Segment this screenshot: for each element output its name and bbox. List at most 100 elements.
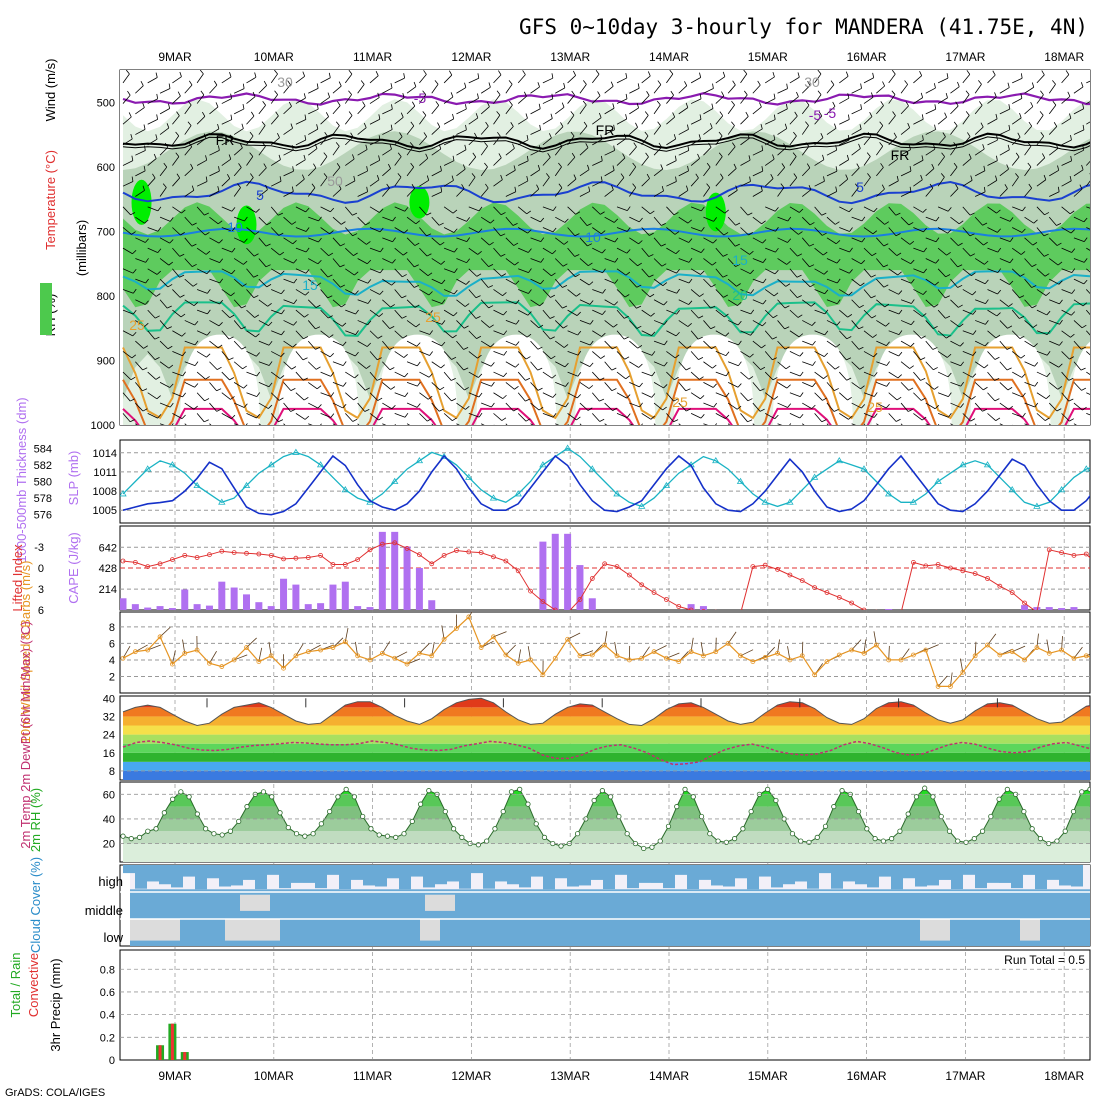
wind-barb-flag	[662, 282, 668, 286]
wind-barb-flag	[953, 121, 958, 127]
wind-barb-staff	[1012, 77, 1023, 84]
wind-barb-flag	[194, 340, 199, 346]
lifted-index-marker	[157, 561, 163, 567]
wind-barb-flag	[957, 284, 963, 288]
wind-barb-flag	[772, 377, 778, 381]
wind-barb-flag	[933, 304, 939, 308]
wind-barb-staff	[357, 382, 366, 391]
wind-barb-staff	[233, 320, 242, 330]
wind-barb-staff	[517, 96, 527, 104]
rh2m-marker	[855, 808, 862, 815]
wind-barb-flag	[757, 80, 761, 86]
wind-barb-staff	[221, 227, 233, 232]
wind-barb-flag	[538, 324, 544, 329]
wind-barb-staff	[604, 85, 614, 94]
wind-barb-flag	[401, 315, 407, 319]
wind-barb-staff	[1061, 351, 1070, 360]
wind-barb-flag	[239, 143, 243, 149]
wind-barb-staff	[530, 423, 534, 425]
wind-barb-flag	[477, 93, 479, 99]
wind-barb-flag	[242, 283, 247, 287]
wind-barb-staff	[703, 402, 714, 408]
wind-barb-flag	[674, 155, 677, 161]
cloud-high-bar	[423, 865, 435, 888]
wind-barb-staff	[122, 289, 134, 294]
wind-barb-flag	[1039, 111, 1044, 116]
wind-barb-flag	[626, 413, 631, 418]
wind-barb-flag	[582, 100, 587, 106]
thickness-marker	[390, 477, 399, 484]
wind-barb-staff	[394, 392, 406, 398]
wind-barb-staff	[727, 237, 736, 247]
rh2m-marker	[492, 826, 498, 832]
wind-barb-flag	[805, 121, 809, 126]
wind-barb-staff	[542, 392, 553, 398]
rh2m-marker	[186, 794, 192, 800]
wind-barb-flag	[923, 247, 927, 253]
wind-barb-staff	[752, 320, 763, 327]
wind-barb-staff	[876, 423, 879, 425]
wind-barb-staff	[308, 108, 319, 115]
wind-barb-flag	[712, 83, 714, 89]
wind-barb-flag	[1019, 335, 1025, 339]
wind-barb-staff	[604, 278, 615, 284]
wind-barb-staff	[752, 382, 761, 392]
wind-barb-flag	[1008, 104, 1011, 110]
wind-barb-flag	[452, 113, 455, 119]
wind-barb-staff	[308, 88, 319, 94]
lifted-index-marker	[231, 550, 237, 555]
wind-barb-flag	[872, 72, 875, 78]
wind-barb-staff	[1011, 351, 1022, 359]
wind-barb-staff	[937, 268, 946, 278]
wind-barb-staff	[765, 413, 776, 420]
wind-barb-staff	[345, 247, 354, 256]
wind-barb-flag	[355, 330, 359, 335]
wind10m-marker	[194, 647, 200, 653]
rh2m-marker	[219, 832, 225, 838]
wind-barb-flag	[785, 365, 791, 370]
wind-barb-staff	[233, 108, 245, 115]
wind-barb-staff	[542, 177, 550, 187]
wind-barb-staff	[653, 340, 665, 346]
wind-barb-flag	[540, 279, 545, 285]
wind-barb-flag	[600, 176, 603, 182]
wind-barb-staff	[196, 159, 207, 166]
wind-barb-flag	[695, 173, 699, 179]
wind-barb-staff	[443, 74, 453, 84]
wind-barb-flag	[477, 73, 480, 79]
wind10m-marker	[886, 657, 892, 663]
wind-barb-staff	[431, 191, 442, 197]
rh2m-marker	[814, 834, 820, 840]
wind-barb-flag	[676, 269, 680, 274]
bottom-date-label: 13MAR	[550, 1069, 590, 1083]
wind-barb-flag	[805, 142, 810, 147]
wind-barb-staff	[839, 289, 849, 296]
top-date-label: 16MAR	[847, 50, 887, 64]
wind-barb-flag	[897, 374, 902, 379]
wind-barb-staff	[863, 413, 875, 418]
lifted-index-marker	[540, 599, 546, 604]
wind-barb-flag	[454, 268, 458, 273]
wind-barb-flag	[895, 212, 901, 216]
wind-barb-flag	[475, 113, 479, 119]
wind-barb-flag	[1056, 223, 1062, 226]
wind-barb-flag	[708, 142, 712, 148]
wind-barb-staff	[962, 136, 971, 146]
thickness-marker	[637, 502, 646, 509]
wind-barb-staff	[801, 237, 810, 247]
wind-barb-flag	[953, 162, 958, 168]
wind-barb-staff	[394, 268, 403, 278]
wind-barb-staff	[246, 351, 257, 357]
wind-barb-staff	[246, 135, 254, 146]
wind-barb-flag	[586, 223, 592, 226]
wind-barb-flag	[809, 243, 815, 247]
wind-barb-staff	[530, 299, 540, 307]
wind-barb-flag	[450, 92, 454, 98]
wind-barb-staff	[456, 402, 466, 410]
wind-barb-flag	[376, 174, 380, 180]
rh2m-marker	[541, 834, 548, 840]
wind-barb-staff	[925, 382, 935, 390]
contour-label: -5	[414, 90, 427, 106]
wind-barb-staff	[357, 216, 366, 226]
wind-barb-staff	[974, 126, 984, 135]
